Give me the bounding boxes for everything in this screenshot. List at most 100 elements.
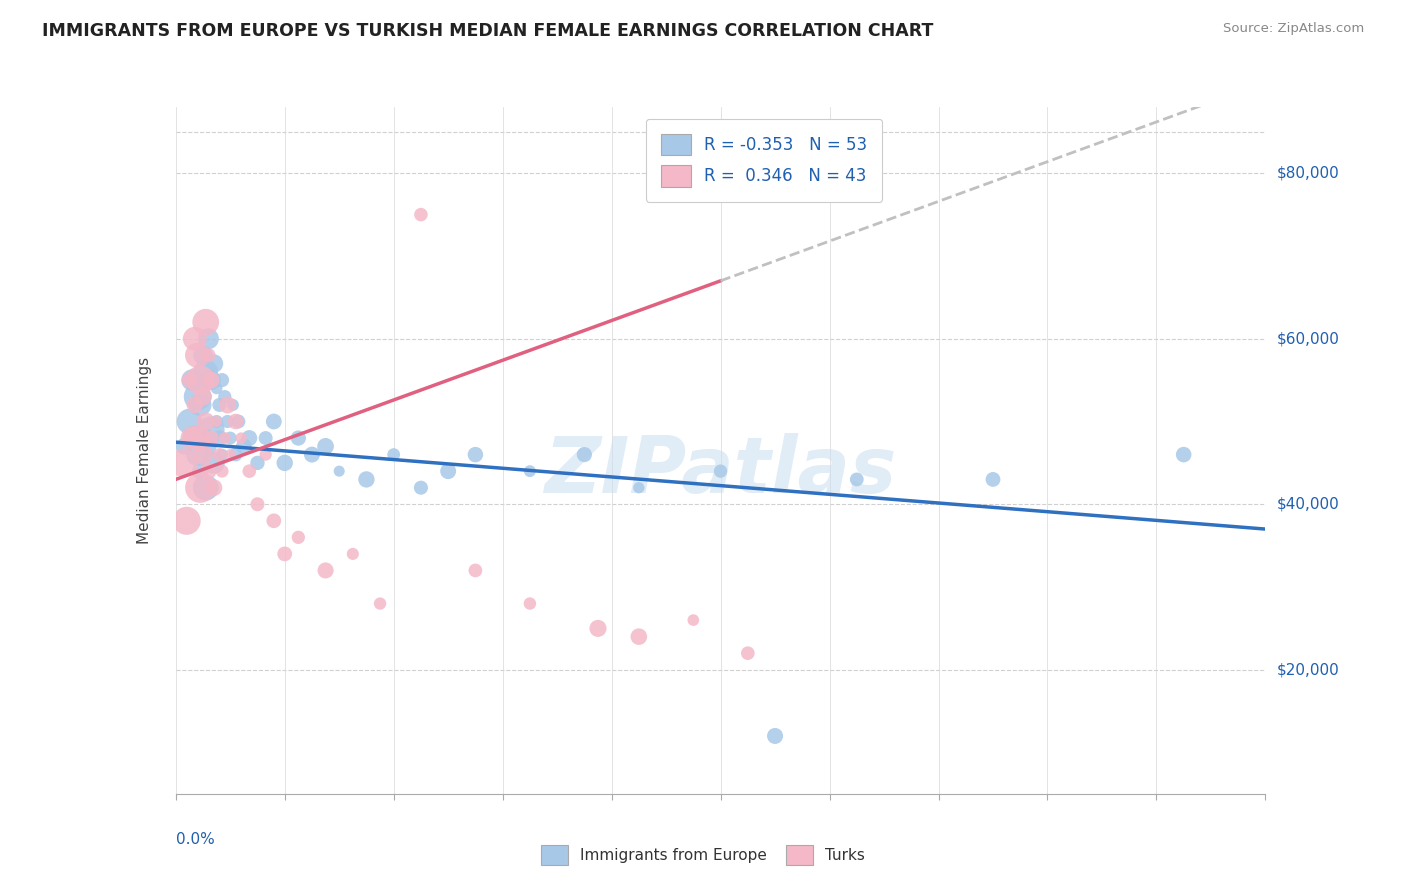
Point <box>519 597 541 611</box>
Legend: Immigrants from Europe, Turks: Immigrants from Europe, Turks <box>534 839 872 871</box>
Point <box>287 431 309 445</box>
Point <box>205 381 228 395</box>
Point <box>382 448 405 462</box>
Point <box>225 448 247 462</box>
Point <box>205 415 228 429</box>
Point <box>464 564 486 578</box>
Point <box>238 431 260 445</box>
Point <box>710 464 733 478</box>
Point <box>202 357 225 371</box>
Text: $60,000: $60,000 <box>1277 331 1340 346</box>
Point <box>208 398 231 412</box>
Point <box>328 464 350 478</box>
Point <box>586 621 609 635</box>
Point <box>315 564 337 578</box>
Point <box>627 481 650 495</box>
Text: IMMIGRANTS FROM EUROPE VS TURKISH MEDIAN FEMALE EARNINGS CORRELATION CHART: IMMIGRANTS FROM EUROPE VS TURKISH MEDIAN… <box>42 22 934 40</box>
Point <box>217 398 239 412</box>
Point <box>274 547 297 561</box>
Point <box>219 431 242 445</box>
Point <box>200 373 222 387</box>
Point <box>197 348 219 362</box>
Point <box>437 464 460 478</box>
Text: $20,000: $20,000 <box>1277 662 1340 677</box>
Point <box>1173 448 1195 462</box>
Point <box>188 373 211 387</box>
Point <box>315 439 337 453</box>
Point <box>981 472 1004 486</box>
Point <box>225 415 247 429</box>
Text: $40,000: $40,000 <box>1277 497 1340 512</box>
Text: ZIPatlas: ZIPatlas <box>544 433 897 509</box>
Point <box>184 398 207 412</box>
Point <box>232 439 254 453</box>
Point <box>519 464 541 478</box>
Point <box>176 514 198 528</box>
Point <box>217 415 239 429</box>
Point <box>763 729 786 743</box>
Point <box>274 456 297 470</box>
Point <box>194 415 217 429</box>
Point <box>301 448 323 462</box>
Point <box>181 373 204 387</box>
Point <box>214 431 236 445</box>
Point <box>287 530 309 544</box>
Point <box>263 514 285 528</box>
Point <box>197 332 219 346</box>
Point <box>200 373 222 387</box>
Point <box>179 373 201 387</box>
Point <box>409 481 432 495</box>
Point <box>205 415 228 429</box>
Point <box>186 390 209 404</box>
Point <box>184 332 207 346</box>
Point <box>211 464 233 478</box>
Point <box>181 431 204 445</box>
Point <box>409 208 432 222</box>
Text: Source: ZipAtlas.com: Source: ZipAtlas.com <box>1223 22 1364 36</box>
Point <box>574 448 596 462</box>
Point <box>173 439 195 453</box>
Point <box>191 390 214 404</box>
Point <box>191 348 214 362</box>
Point <box>186 348 209 362</box>
Point <box>194 365 217 379</box>
Point <box>228 415 250 429</box>
Point <box>186 448 209 462</box>
Point <box>173 456 195 470</box>
Point <box>202 481 225 495</box>
Point <box>254 448 277 462</box>
Point <box>179 415 201 429</box>
Point <box>238 464 260 478</box>
Point <box>186 431 209 445</box>
Point <box>211 373 233 387</box>
Point <box>208 448 231 462</box>
Point <box>191 448 214 462</box>
Point <box>194 481 217 495</box>
Point <box>368 597 391 611</box>
Point <box>208 431 231 445</box>
Point <box>356 472 378 486</box>
Point <box>246 497 269 511</box>
Point <box>254 431 277 445</box>
Point <box>682 613 704 627</box>
Point <box>184 431 207 445</box>
Point <box>214 390 236 404</box>
Point <box>263 415 285 429</box>
Point <box>464 448 486 462</box>
Point <box>197 464 219 478</box>
Point <box>219 448 242 462</box>
Y-axis label: Median Female Earnings: Median Female Earnings <box>138 357 152 544</box>
Point <box>246 456 269 470</box>
Point <box>627 630 650 644</box>
Point <box>191 431 214 445</box>
Point <box>737 646 759 660</box>
Point <box>188 464 211 478</box>
Legend: R = -0.353   N = 53, R =  0.346   N = 43: R = -0.353 N = 53, R = 0.346 N = 43 <box>645 119 883 202</box>
Point <box>202 456 225 470</box>
Point <box>845 472 868 486</box>
Point <box>222 398 245 412</box>
Point <box>188 481 211 495</box>
Point <box>231 431 253 445</box>
Point <box>211 448 233 462</box>
Point <box>188 398 211 412</box>
